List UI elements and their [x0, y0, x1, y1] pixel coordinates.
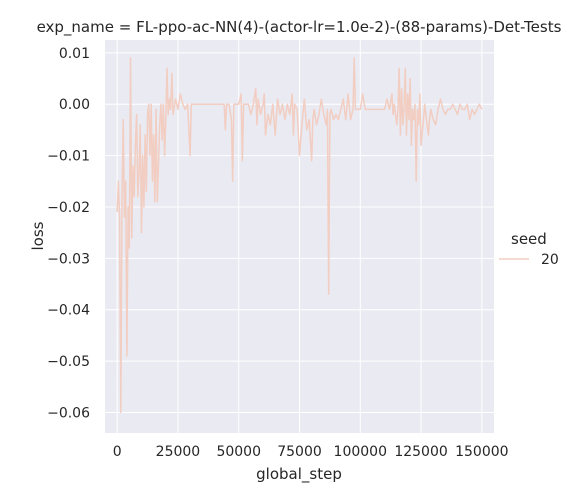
- x-axis-label: global_step: [256, 465, 342, 484]
- y-tick-label: −0.01: [47, 149, 90, 165]
- y-tick-label: −0.02: [47, 200, 90, 216]
- y-tick-label: −0.05: [47, 354, 90, 370]
- legend: seed 20: [499, 230, 559, 268]
- x-tick-label: 100000: [334, 444, 387, 460]
- x-tick-label: 50000: [216, 444, 261, 460]
- x-tick-label: 125000: [394, 444, 447, 460]
- chart-title: exp_name = FL-ppo-ac-NN(4)-(actor-lr=1.0…: [37, 18, 562, 37]
- x-tick-label: 25000: [156, 444, 201, 460]
- y-tick-label: 0.01: [59, 46, 90, 62]
- x-tick-label: 75000: [277, 444, 322, 460]
- series-line-20: [116, 57, 483, 414]
- y-tick-label: −0.03: [47, 251, 90, 267]
- y-tick-label: −0.06: [47, 405, 90, 421]
- x-axis-ticks: 0 25000 50000 75000 100000 125000 150000: [113, 444, 509, 460]
- legend-label-20: 20: [541, 252, 559, 268]
- legend-title: seed: [511, 230, 547, 248]
- x-tick-label: 150000: [455, 444, 508, 460]
- y-tick-label: −0.04: [47, 303, 90, 319]
- x-tick-label: 0: [113, 444, 122, 460]
- y-axis-label: loss: [29, 221, 47, 250]
- y-tick-label: 0.00: [59, 97, 90, 113]
- y-axis-ticks: 0.01 0.00 −0.01 −0.02 −0.03 −0.04 −0.05 −0.06: [47, 46, 90, 422]
